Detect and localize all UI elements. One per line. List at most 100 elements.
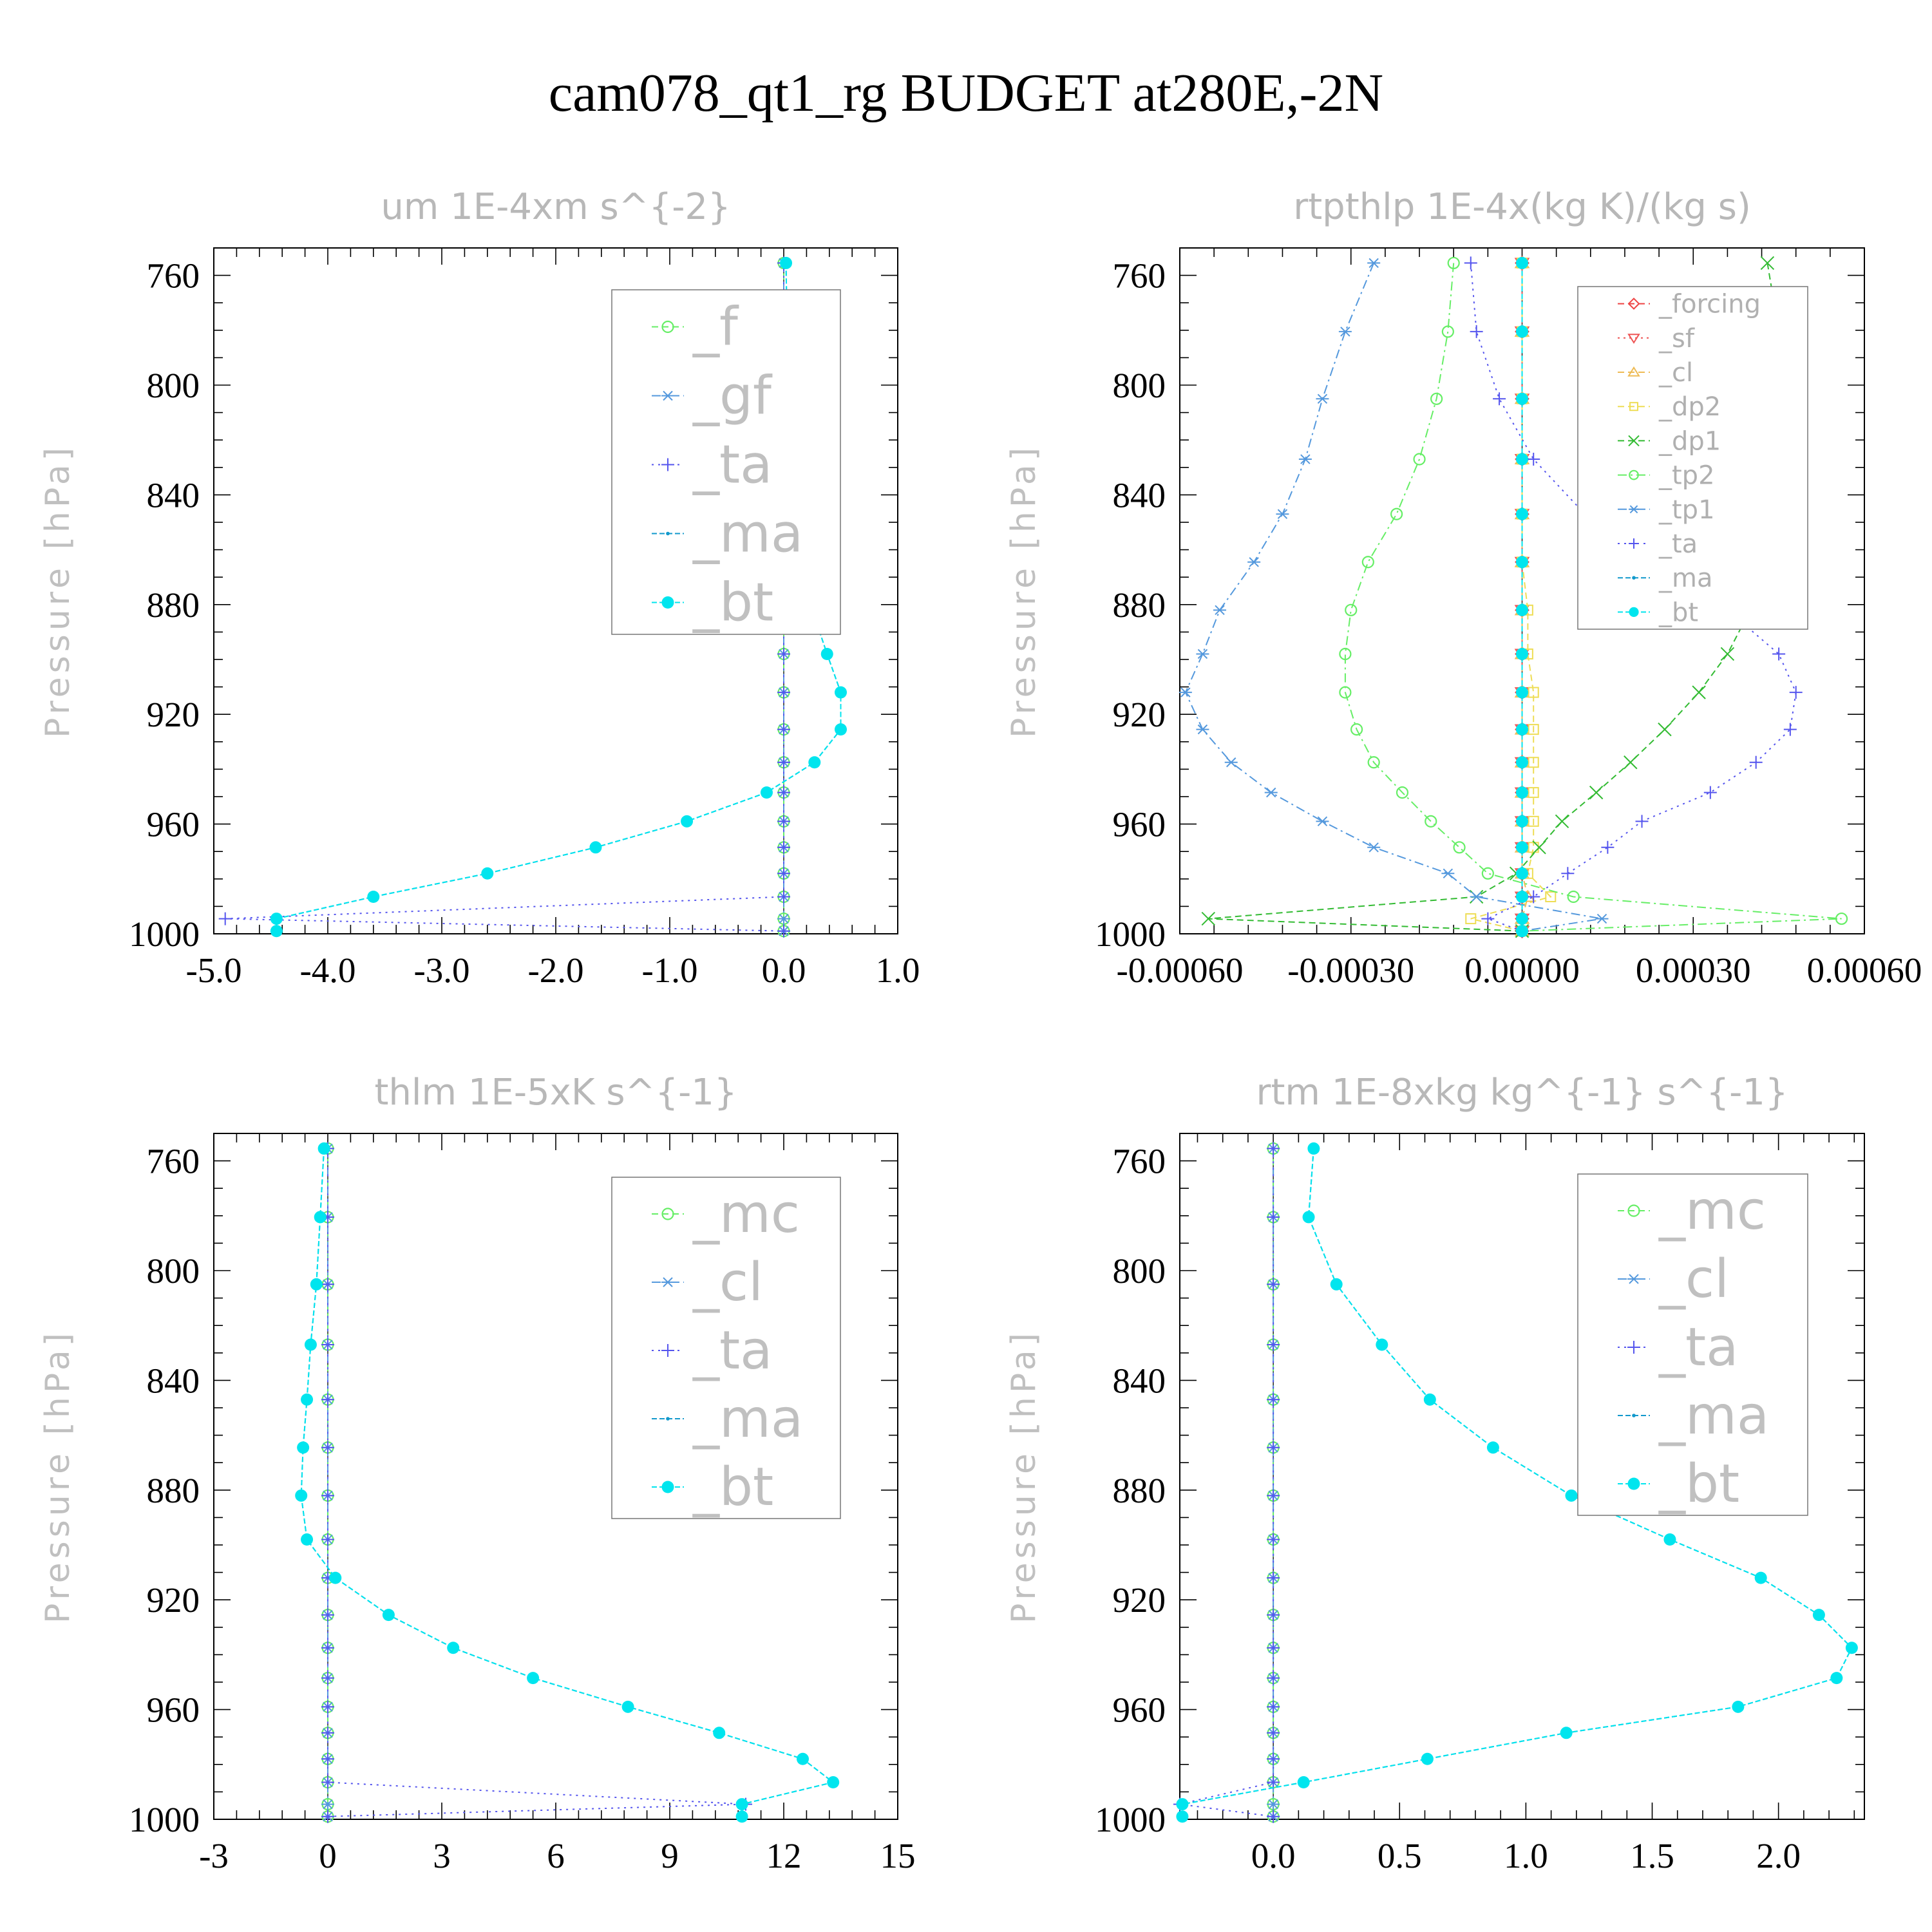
data-point (1267, 1571, 1280, 1585)
data-point (1224, 757, 1238, 768)
data-point (1390, 507, 1403, 520)
legend-marker (661, 1344, 674, 1357)
panels: um 1E-4xm s^{-2} Pressure [hPa] 760 800 840 8… (39, 186, 1922, 1875)
y-tick-label: 880 (1113, 585, 1166, 625)
data-point (1339, 686, 1352, 699)
data-point (321, 1726, 334, 1739)
chart-panel-1: um 1E-4xm s^{-2} Pressure [hPa] 760 800 840 8… (39, 186, 920, 990)
data-point (1486, 1441, 1499, 1454)
data-point (1720, 647, 1735, 661)
data-point (827, 1776, 840, 1788)
panel-title: rtpthlp 1E-4x(kg K)/(kg s) (1293, 186, 1751, 228)
data-point (1267, 1441, 1280, 1454)
legend-marker (661, 1481, 674, 1493)
x-tick-label: 15 (880, 1836, 916, 1875)
data-point (1302, 1211, 1315, 1224)
data-point (1430, 392, 1443, 405)
data-point (1339, 647, 1352, 661)
data-point (295, 1489, 308, 1502)
data-point (1423, 1393, 1436, 1406)
data-point (1528, 787, 1539, 799)
data-point (1330, 1278, 1343, 1291)
data-point (777, 755, 790, 769)
legend-marker (1632, 576, 1636, 580)
data-point (1276, 509, 1289, 519)
x-tick-label: -1.0 (641, 951, 697, 990)
data-point (1196, 649, 1209, 659)
data-point (1481, 912, 1495, 925)
y-tick-label: 840 (1113, 1361, 1166, 1400)
data-point (1561, 867, 1575, 880)
legend-label: _cl (1658, 1249, 1729, 1310)
data-point (1338, 327, 1352, 337)
legend-box (611, 289, 841, 635)
x-tick-label: -5.0 (185, 951, 242, 990)
data-point (621, 1700, 634, 1713)
series-line (1470, 263, 1552, 932)
y-tick-label: 1000 (1095, 1800, 1166, 1839)
data-point (1545, 891, 1557, 902)
data-point (1692, 685, 1706, 699)
legend-label: _ta (692, 435, 772, 496)
legend-box (1577, 1173, 1808, 1516)
legend-label: _ma (692, 504, 803, 565)
x-tick-label: 1.0 (876, 951, 920, 990)
plot-frame (1179, 1133, 1865, 1820)
y-tick-label: 920 (147, 695, 200, 734)
data-point (1516, 556, 1528, 569)
series-line (1184, 263, 1602, 932)
data-point (1179, 687, 1192, 697)
y-tick-label: 1000 (129, 914, 200, 954)
data-point (1367, 842, 1381, 853)
data-point (777, 786, 790, 799)
legend-marker (1629, 538, 1639, 549)
data-point (1754, 1571, 1767, 1584)
x-tick-label: 1.0 (1504, 1836, 1548, 1875)
y-tick-label: 800 (1113, 366, 1166, 405)
data-point (1528, 687, 1539, 698)
data-point (321, 1489, 334, 1502)
data-point (1267, 1810, 1280, 1823)
data-point (1527, 453, 1540, 466)
data-point (270, 925, 283, 938)
data-point (270, 913, 283, 925)
x-tick-label: -3.0 (413, 951, 469, 990)
x-tick-label: -2.0 (527, 951, 583, 990)
legend-label: _bt (692, 573, 773, 634)
legend-marker (1627, 334, 1640, 344)
data-point (1367, 756, 1380, 769)
data-point (1441, 325, 1454, 338)
data-point (310, 1278, 323, 1291)
data-point (1493, 392, 1506, 406)
data-point (713, 1727, 726, 1739)
data-point (1267, 1142, 1280, 1155)
data-point (1267, 1210, 1280, 1224)
x-tick-label: -4.0 (299, 951, 355, 990)
legend-marker (1627, 1477, 1640, 1490)
data-point (777, 647, 790, 661)
legend-marker (666, 1417, 670, 1421)
data-point (1267, 1799, 1280, 1810)
legend-marker (1628, 435, 1640, 447)
data-point (1783, 723, 1797, 736)
data-point (1516, 786, 1528, 799)
data-point (1567, 890, 1580, 904)
data-point (1516, 913, 1528, 925)
chart-panel-2: rtpthlp 1E-4x(kg K)/(kg s) Pressure [hPa]… (1005, 186, 1922, 990)
data-point (1481, 867, 1494, 880)
legend-box (611, 1177, 841, 1519)
data-point (735, 1798, 748, 1811)
data-point (1201, 911, 1215, 926)
data-point (1421, 1752, 1434, 1765)
data-point (797, 1752, 809, 1765)
y-tick-label: 920 (1113, 695, 1166, 734)
legend-label: _bt (1658, 1454, 1739, 1515)
legend-label: _tp2 (1658, 461, 1715, 491)
data-point (1845, 1642, 1858, 1654)
data-point (1196, 724, 1209, 735)
x-tick-label: -0.00030 (1287, 951, 1414, 990)
data-point (777, 686, 790, 699)
legend: _mc _cl _ta _ma _bt (1577, 1173, 1808, 1516)
data-point (1528, 815, 1539, 827)
y-tick-label: 880 (147, 1471, 200, 1510)
